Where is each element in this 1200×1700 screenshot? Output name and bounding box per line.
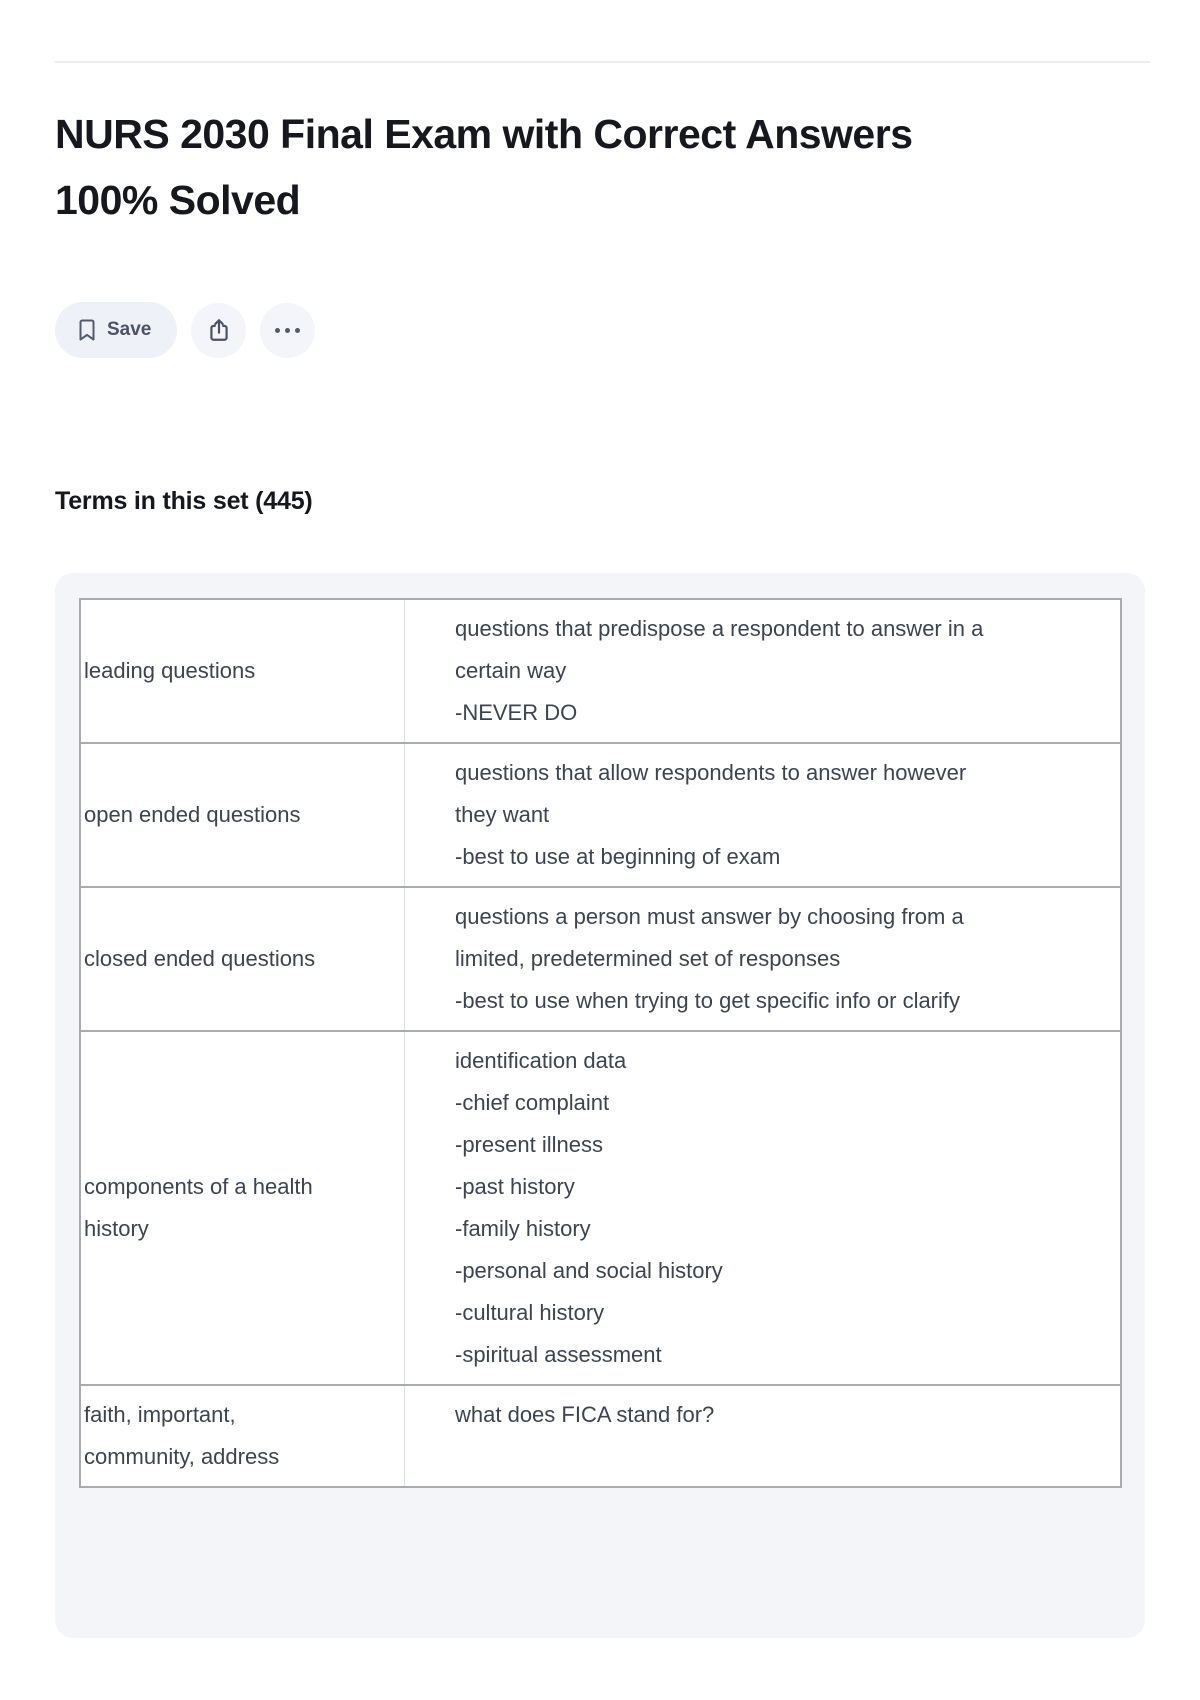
terms-section-heading: Terms in this set (445): [55, 487, 313, 515]
term-text: closed ended questions: [79, 886, 405, 1032]
terms-card: leading questions questions that predisp…: [55, 573, 1145, 1638]
definition-text: what does FICA stand for?: [404, 1384, 1122, 1488]
term-row: faith, important, community, address wha…: [79, 1384, 1122, 1488]
save-button-label: Save: [107, 319, 152, 340]
share-icon: [206, 317, 232, 343]
definition-text: questions that predispose a respondent t…: [404, 598, 1122, 744]
definition-text: questions a person must answer by choosi…: [404, 886, 1122, 1032]
terms-table: leading questions questions that predisp…: [79, 598, 1122, 1488]
ellipsis-icon: [275, 327, 301, 333]
definition-text: questions that allow respondents to answ…: [404, 742, 1122, 888]
term-text: faith, important, community, address: [79, 1384, 405, 1488]
share-button[interactable]: [191, 302, 247, 358]
term-row: closed ended questions questions a perso…: [79, 886, 1122, 1032]
save-button[interactable]: Save: [55, 302, 178, 358]
top-divider: [55, 61, 1150, 63]
term-row: components of a health history identific…: [79, 1030, 1122, 1386]
term-row: leading questions questions that predisp…: [79, 598, 1122, 744]
definition-text: identification data -chief complaint -pr…: [404, 1030, 1122, 1386]
term-text: components of a health history: [79, 1030, 405, 1386]
term-text: leading questions: [79, 598, 405, 744]
page-title: NURS 2030 Final Exam with Correct Answer…: [55, 111, 913, 223]
term-row: open ended questions questions that allo…: [79, 742, 1122, 888]
bookmark-icon: [77, 319, 97, 341]
term-text: open ended questions: [79, 742, 405, 888]
toolbar: Save: [55, 302, 316, 358]
more-options-button[interactable]: [260, 302, 316, 358]
